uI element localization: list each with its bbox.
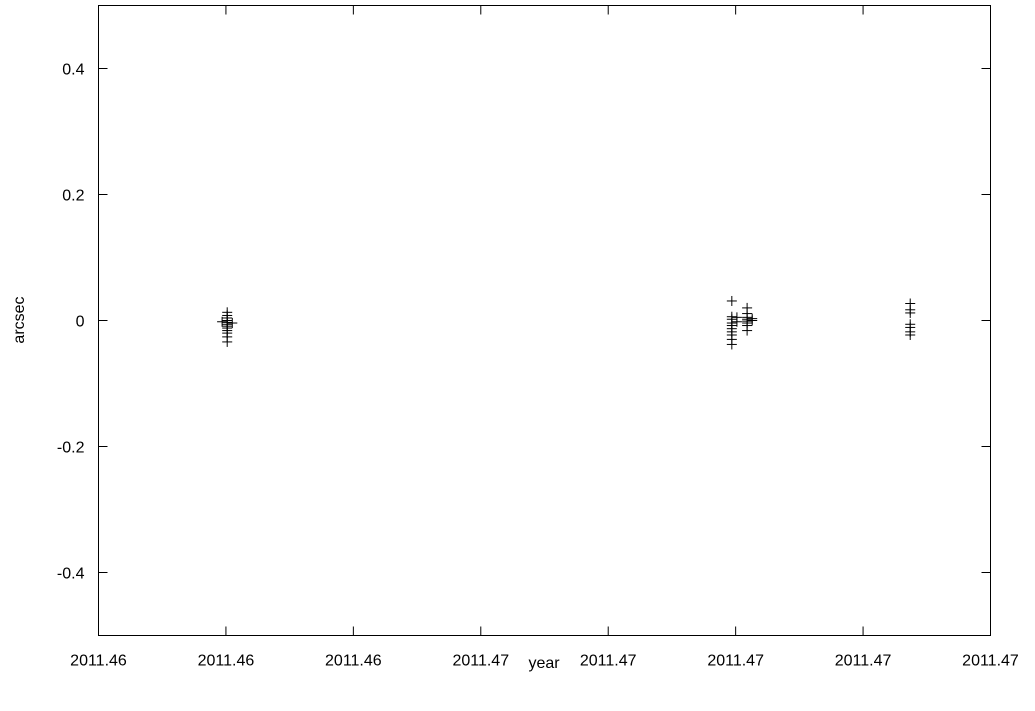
data-point [747,315,758,326]
x-tick-label: 2011.46 [70,653,127,670]
x-tick-label: 2011.47 [580,653,637,670]
data-point [217,316,228,327]
x-tick-label: 2011.47 [835,653,892,670]
data-point [905,329,916,340]
data-point [742,325,753,336]
data-points [217,295,916,350]
data-point [905,307,916,318]
y-tick-label: -0.4 [57,566,85,583]
y-tick-label: 0 [76,314,85,331]
y-tick-label: -0.2 [57,440,85,457]
x-tick-label: 2011.47 [452,653,509,670]
x-ticks: 2011.46 2011.46 2011.46 2011.47 2011.47 2011.… [70,5,1019,670]
x-tick-label: 2011.47 [707,653,764,670]
data-point [726,295,737,306]
data-point [726,339,737,350]
data-point [227,318,238,329]
y-axis-label: arcsec [11,296,28,343]
data-point [222,336,233,347]
y-tick-label: 0.4 [62,62,84,79]
y-ticks: -0.4 -0.2 0 0.2 0.4 [57,62,991,583]
x-axis-label: year [528,655,560,672]
x-tick-label: 2011.46 [325,653,382,670]
x-tick-label: 2011.47 [962,653,1019,670]
x-tick-label: 2011.46 [198,653,255,670]
data-point [731,316,742,327]
y-tick-label: 0.2 [62,188,84,205]
